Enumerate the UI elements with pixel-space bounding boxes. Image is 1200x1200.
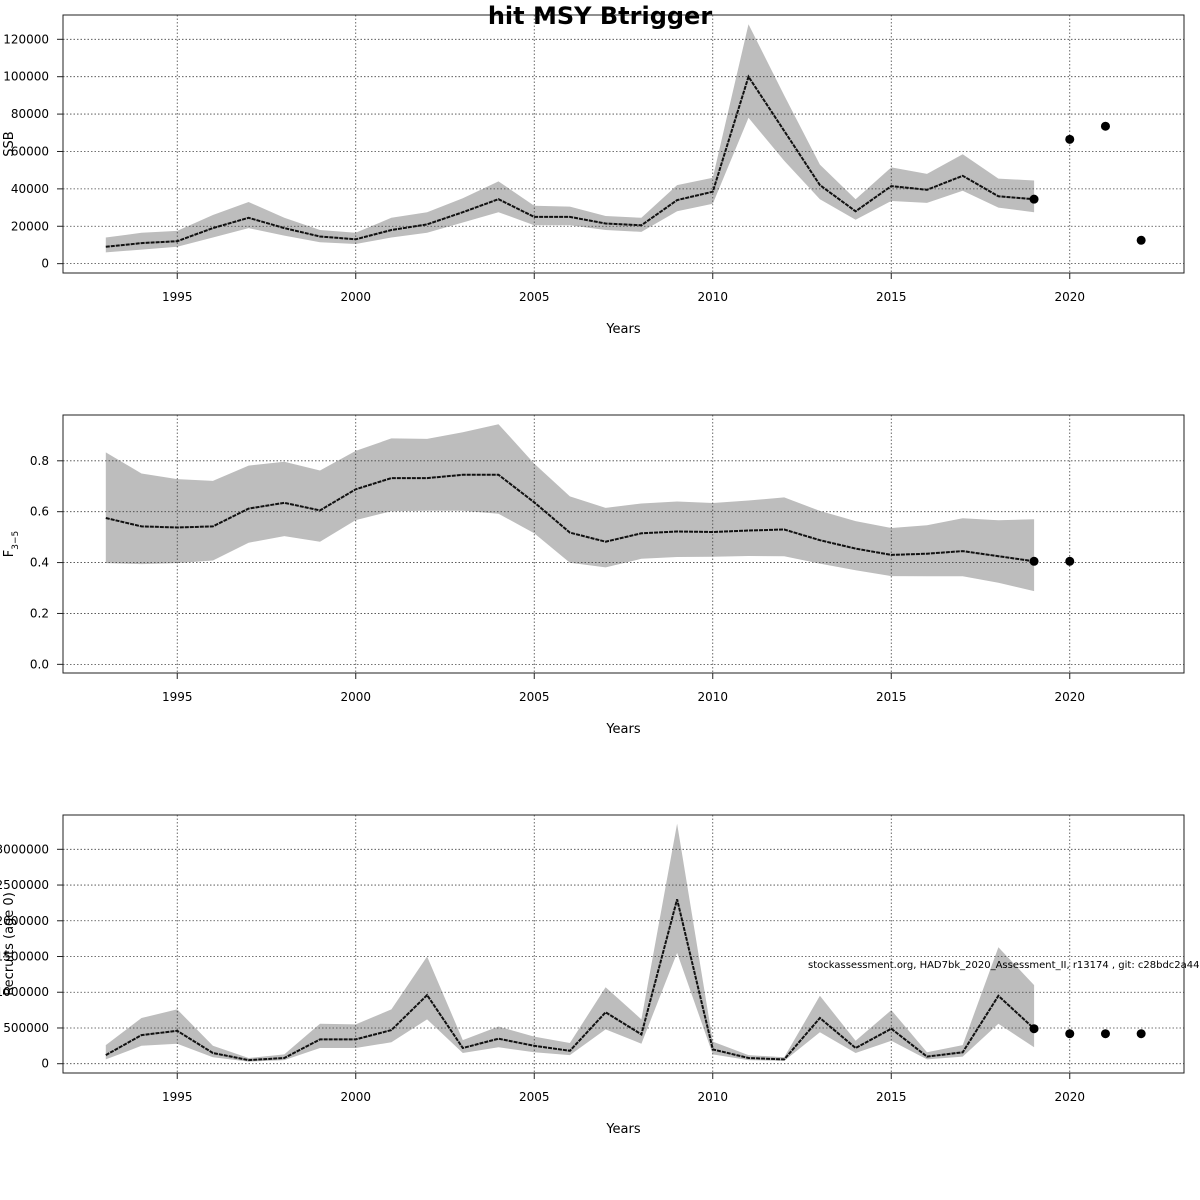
fbar-y-tick-label: 0.0 xyxy=(30,657,49,671)
recruits-y-tick-label: 1000000 xyxy=(0,985,49,999)
recruits-y-tick-label: 500000 xyxy=(3,1021,49,1035)
recruits-forecast-point xyxy=(1136,1029,1146,1039)
recruits-forecast-point xyxy=(1029,1024,1039,1034)
recruits-y-tick-label: 1500000 xyxy=(0,950,49,964)
fbar-forecast-point xyxy=(1065,556,1075,566)
fbar-forecast-point xyxy=(1029,556,1039,566)
fbar-y-tick-label: 0.8 xyxy=(30,454,49,468)
ssb-x-tick-label: 1995 xyxy=(162,290,193,304)
fbar-y-tick-label: 0.4 xyxy=(30,556,49,570)
recruits-x-tick-label: 2015 xyxy=(876,1090,907,1104)
recruits-forecast-point xyxy=(1100,1029,1110,1039)
recruits-estimate-line xyxy=(105,899,1035,1062)
recruits-plot-frame xyxy=(62,814,1185,1074)
recruits-y-tick-label: 2000000 xyxy=(0,914,49,928)
fbar-x-axis-label: Years xyxy=(605,722,641,737)
fbar-panel: 1995 2000 2005 2010 2015 2020 0.0 0.2 0.4 0.6 0.8 Y… xyxy=(2,414,1185,737)
ssb-y-tick-label: 0 xyxy=(41,257,49,271)
recruits-y-axis-label: Recruits (age 0) xyxy=(2,892,17,996)
ssb-forecast-point xyxy=(1029,194,1039,204)
fbar-x-tick-label: 2010 xyxy=(697,690,728,704)
ssb-forecast-point xyxy=(1100,121,1110,131)
fbar-estimate-line xyxy=(105,473,1035,563)
ssb-y-tick-label: 80000 xyxy=(11,107,49,121)
recruits-x-tick-label: 2020 xyxy=(1054,1090,1085,1104)
ssb-forecast-point xyxy=(1065,134,1075,144)
recruits-y-tick-label: 0 xyxy=(41,1057,49,1071)
recruits-y-tick-label: 3000000 xyxy=(0,842,49,856)
ssb-x-axis-label: Years xyxy=(605,322,641,337)
ssb-x-tick-label: 2005 xyxy=(519,290,550,304)
fbar-x-tick-label: 2015 xyxy=(876,690,907,704)
figure-title: hit MSY Btrigger xyxy=(488,2,713,30)
recruits-confidence-band xyxy=(105,823,1035,1062)
ssb-panel: 1995 2000 2005 2010 2015 2020 0 20000 40000 60000… xyxy=(2,14,1185,337)
fbar-y-tick-label: 0.6 xyxy=(30,505,49,519)
recruits-panel: 1995 2000 2005 2010 2015 2020 0 500000 1000000 15… xyxy=(0,814,1185,1137)
fbar-x-tick-label: 2000 xyxy=(340,690,371,704)
ssb-y-axis-label: SSB xyxy=(2,131,17,156)
recruits-y-tick-label: 2500000 xyxy=(0,878,49,892)
ssb-plot-frame xyxy=(62,14,1185,274)
fbar-y-tick-label: 0.2 xyxy=(30,606,49,620)
fbar-x-tick-label: 2005 xyxy=(519,690,550,704)
recruits-x-axis-label: Years xyxy=(605,1122,641,1137)
fbar-x-tick-label: 2020 xyxy=(1054,690,1085,704)
ssb-y-tick-label: 40000 xyxy=(11,182,49,196)
ssb-x-tick-label: 2020 xyxy=(1054,290,1085,304)
recruits-x-tick-label: 1995 xyxy=(162,1090,193,1104)
fbar-confidence-band xyxy=(105,424,1035,592)
ssb-y-tick-label: 100000 xyxy=(3,70,49,84)
recruits-x-tick-label: 2005 xyxy=(519,1090,550,1104)
footnote-text: stockassessment.org, HAD7bk_2020_Assessm… xyxy=(808,960,1200,971)
recruits-x-tick-label: 2010 xyxy=(697,1090,728,1104)
ssb-estimate-line xyxy=(105,74,1035,248)
fbar-plot-frame xyxy=(62,414,1185,674)
recruits-forecast-point xyxy=(1065,1029,1075,1039)
ssb-x-tick-label: 2000 xyxy=(340,290,371,304)
ssb-y-tick-label: 120000 xyxy=(3,32,49,46)
fbar-x-tick-label: 1995 xyxy=(162,690,193,704)
panels-group: 1995 2000 2005 2010 2015 20200200004000060000… xyxy=(0,14,1185,1137)
recruits-x-tick-label: 2000 xyxy=(340,1090,371,1104)
ssb-confidence-band xyxy=(105,24,1035,253)
fbar-y-axis-label: F3−5 xyxy=(2,531,21,557)
ssb-forecast-point xyxy=(1136,235,1146,245)
ssb-y-tick-label: 60000 xyxy=(11,144,49,158)
ssb-x-tick-label: 2015 xyxy=(876,290,907,304)
ssb-x-tick-label: 2010 xyxy=(697,290,728,304)
ssb-y-tick-label: 20000 xyxy=(11,219,49,233)
